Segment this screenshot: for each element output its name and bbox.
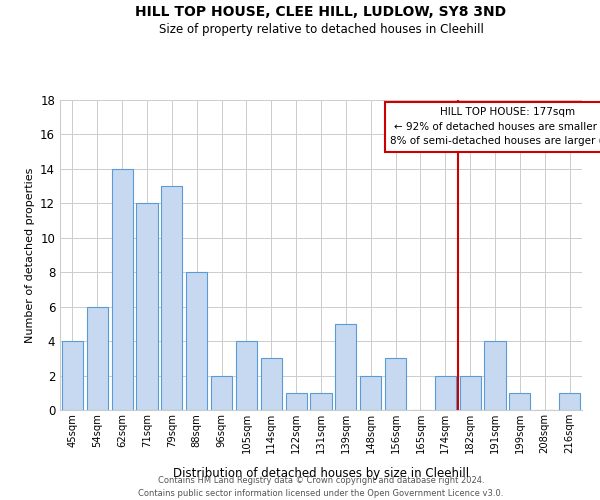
- Bar: [161, 186, 182, 410]
- Bar: [310, 393, 332, 410]
- Bar: [261, 358, 282, 410]
- Text: Size of property relative to detached houses in Cleehill: Size of property relative to detached ho…: [158, 22, 484, 36]
- Y-axis label: Number of detached properties: Number of detached properties: [25, 168, 35, 342]
- Bar: [286, 393, 307, 410]
- Bar: [360, 376, 381, 410]
- Bar: [435, 376, 456, 410]
- Bar: [87, 306, 108, 410]
- Text: Distribution of detached houses by size in Cleehill: Distribution of detached houses by size …: [173, 467, 469, 480]
- Bar: [335, 324, 356, 410]
- Bar: [460, 376, 481, 410]
- Bar: [484, 341, 506, 410]
- Bar: [211, 376, 232, 410]
- Bar: [62, 341, 83, 410]
- Text: Contains HM Land Registry data © Crown copyright and database right 2024.
Contai: Contains HM Land Registry data © Crown c…: [139, 476, 503, 498]
- Bar: [112, 169, 133, 410]
- Bar: [236, 341, 257, 410]
- Bar: [186, 272, 207, 410]
- Text: HILL TOP HOUSE, CLEE HILL, LUDLOW, SY8 3ND: HILL TOP HOUSE, CLEE HILL, LUDLOW, SY8 3…: [136, 5, 506, 19]
- Bar: [559, 393, 580, 410]
- Bar: [509, 393, 530, 410]
- Text: HILL TOP HOUSE: 177sqm
← 92% of detached houses are smaller (78)
8% of semi-deta: HILL TOP HOUSE: 177sqm ← 92% of detached…: [390, 107, 600, 146]
- Bar: [136, 204, 158, 410]
- Bar: [385, 358, 406, 410]
